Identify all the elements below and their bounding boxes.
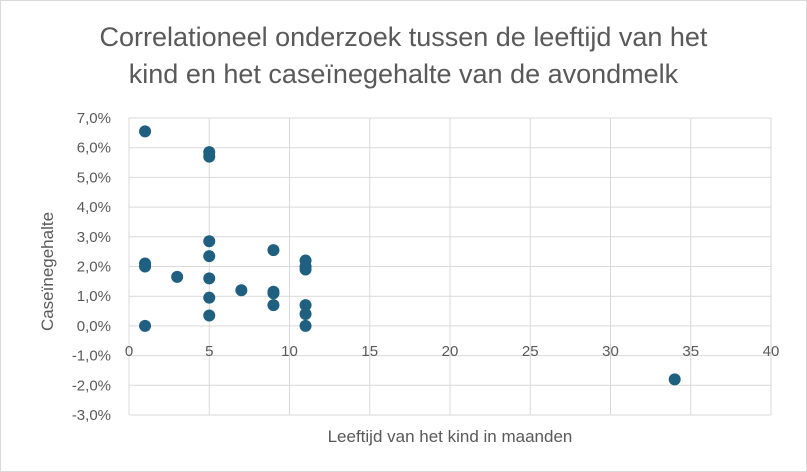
data-points <box>139 125 681 386</box>
data-point <box>139 260 152 273</box>
data-point <box>668 373 681 386</box>
x-tick-label: 5 <box>205 343 213 360</box>
data-point <box>139 319 152 332</box>
y-tick-label: 5,0% <box>77 169 111 186</box>
y-axis-title: Caseïnegehalte <box>38 212 57 331</box>
x-tick-label: 30 <box>602 343 619 360</box>
chart-title: Correlationeel onderzoek tussen de leeft… <box>1 19 806 93</box>
data-point <box>267 244 280 257</box>
y-tick-label: -2,0% <box>72 377 111 394</box>
gridlines <box>128 117 772 416</box>
data-point <box>235 284 248 297</box>
y-tick-label: -3,0% <box>72 407 111 424</box>
data-point <box>299 299 312 312</box>
chart-title-line-2: kind en het caseïnegehalte van de avondm… <box>128 59 679 89</box>
y-tick-label: 7,0% <box>77 110 111 127</box>
y-tick-label: 4,0% <box>77 199 111 216</box>
x-tick-label: 20 <box>442 343 459 360</box>
x-tick-label: 35 <box>682 343 699 360</box>
x-tick-label: 25 <box>522 343 539 360</box>
y-tick-label: 0,0% <box>77 318 111 335</box>
data-point <box>203 150 216 163</box>
y-tick-label: 3,0% <box>77 229 111 246</box>
data-point <box>203 250 216 263</box>
tick-labels: -3,0% -2,0% -1,0% 0,0% 1,0% 2,0% 3,0% 4,0% 5,0% 6… <box>72 110 780 424</box>
y-tick-label: 6,0% <box>77 140 111 157</box>
data-point <box>203 309 216 322</box>
chart-title-line-1: Correlationeel onderzoek tussen de leeft… <box>99 22 708 52</box>
data-point <box>299 263 312 276</box>
data-point <box>299 308 312 321</box>
y-tick-label: 2,0% <box>77 259 111 276</box>
y-tick-label: 1,0% <box>77 288 111 305</box>
data-point <box>203 235 216 248</box>
x-tick-label: 10 <box>281 343 298 360</box>
data-point <box>171 270 184 283</box>
data-point <box>203 291 216 304</box>
x-tick-label: 40 <box>763 343 780 360</box>
x-tick-label: 15 <box>361 343 378 360</box>
data-point <box>139 125 152 138</box>
x-axis-title: Leeftijd van het kind in maanden <box>328 427 573 446</box>
x-tick-label: 0 <box>125 343 133 360</box>
data-point <box>203 272 216 285</box>
data-point <box>267 299 280 312</box>
data-point <box>267 287 280 300</box>
y-tick-label: -1,0% <box>72 348 111 365</box>
data-point <box>299 319 312 332</box>
